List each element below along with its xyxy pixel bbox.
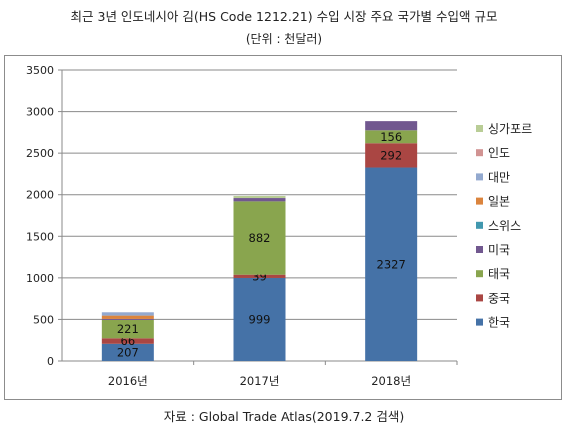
- legend-swatch: [476, 318, 483, 326]
- y-tick-label: 1500: [26, 230, 54, 243]
- y-tick-label: 3000: [26, 106, 54, 119]
- data-label: 207: [117, 345, 139, 359]
- bar-segment: [233, 198, 286, 202]
- data-label: 292: [380, 148, 402, 162]
- bar-segment: [101, 315, 154, 319]
- y-tick-label: 3500: [26, 64, 54, 77]
- bar-segment: [233, 195, 286, 199]
- y-tick-label: 1000: [26, 272, 54, 285]
- legend-label: 한국: [488, 316, 510, 330]
- bar-segment: [233, 201, 286, 275]
- bar-segment: [365, 167, 418, 361]
- legend-swatch: [476, 270, 483, 278]
- legend-label: 대만: [488, 170, 510, 184]
- legend-label: 인도: [488, 146, 510, 160]
- bar-segment: [365, 130, 418, 144]
- x-tick-label: 2016년: [108, 374, 148, 388]
- legend-label: 미국: [488, 243, 510, 257]
- data-label: 221: [117, 322, 139, 336]
- bar-segment: [101, 312, 154, 316]
- bar-segment: [365, 121, 418, 131]
- legend-label: 싱가포르: [488, 122, 532, 136]
- data-label: 882: [249, 231, 271, 245]
- legend-label: 태국: [488, 267, 510, 281]
- legend-label: 중국: [488, 291, 510, 305]
- bar-segment: [101, 343, 154, 361]
- bar-segment: [233, 277, 286, 361]
- y-tick-label: 500: [33, 313, 54, 326]
- y-tick-label: 2000: [26, 189, 54, 202]
- y-tick-label: 0: [47, 355, 54, 368]
- data-label: 156: [380, 130, 402, 144]
- legend-label: 일본: [488, 195, 510, 209]
- legend-swatch: [476, 125, 483, 132]
- legend-swatch: [476, 294, 483, 302]
- bar-segment: [101, 338, 154, 344]
- chart-title: 최근 3년 인도네시아 김(HS Code 1212.21) 수입 시장 주요 …: [70, 9, 498, 24]
- chart-subtitle: (단위 : 천달러): [245, 32, 323, 46]
- bar-segment: [365, 143, 418, 168]
- source-note: 자료 : Global Trade Atlas(2019.7.2 검색): [163, 409, 405, 424]
- y-tick-label: 2500: [26, 147, 54, 160]
- legend-swatch: [476, 221, 483, 229]
- legend-label: 스위스: [488, 219, 521, 233]
- bar-segment: [233, 274, 286, 278]
- bar-segment: [101, 319, 154, 339]
- legend-swatch: [476, 197, 483, 205]
- legend-swatch: [476, 149, 483, 157]
- x-tick-label: 2018년: [371, 374, 411, 388]
- bar-segment: [101, 318, 154, 320]
- legend-swatch: [476, 173, 483, 181]
- data-label: 999: [249, 312, 271, 326]
- data-label: 2327: [377, 257, 406, 271]
- x-tick-label: 2017년: [240, 374, 280, 388]
- legend-swatch: [476, 246, 483, 253]
